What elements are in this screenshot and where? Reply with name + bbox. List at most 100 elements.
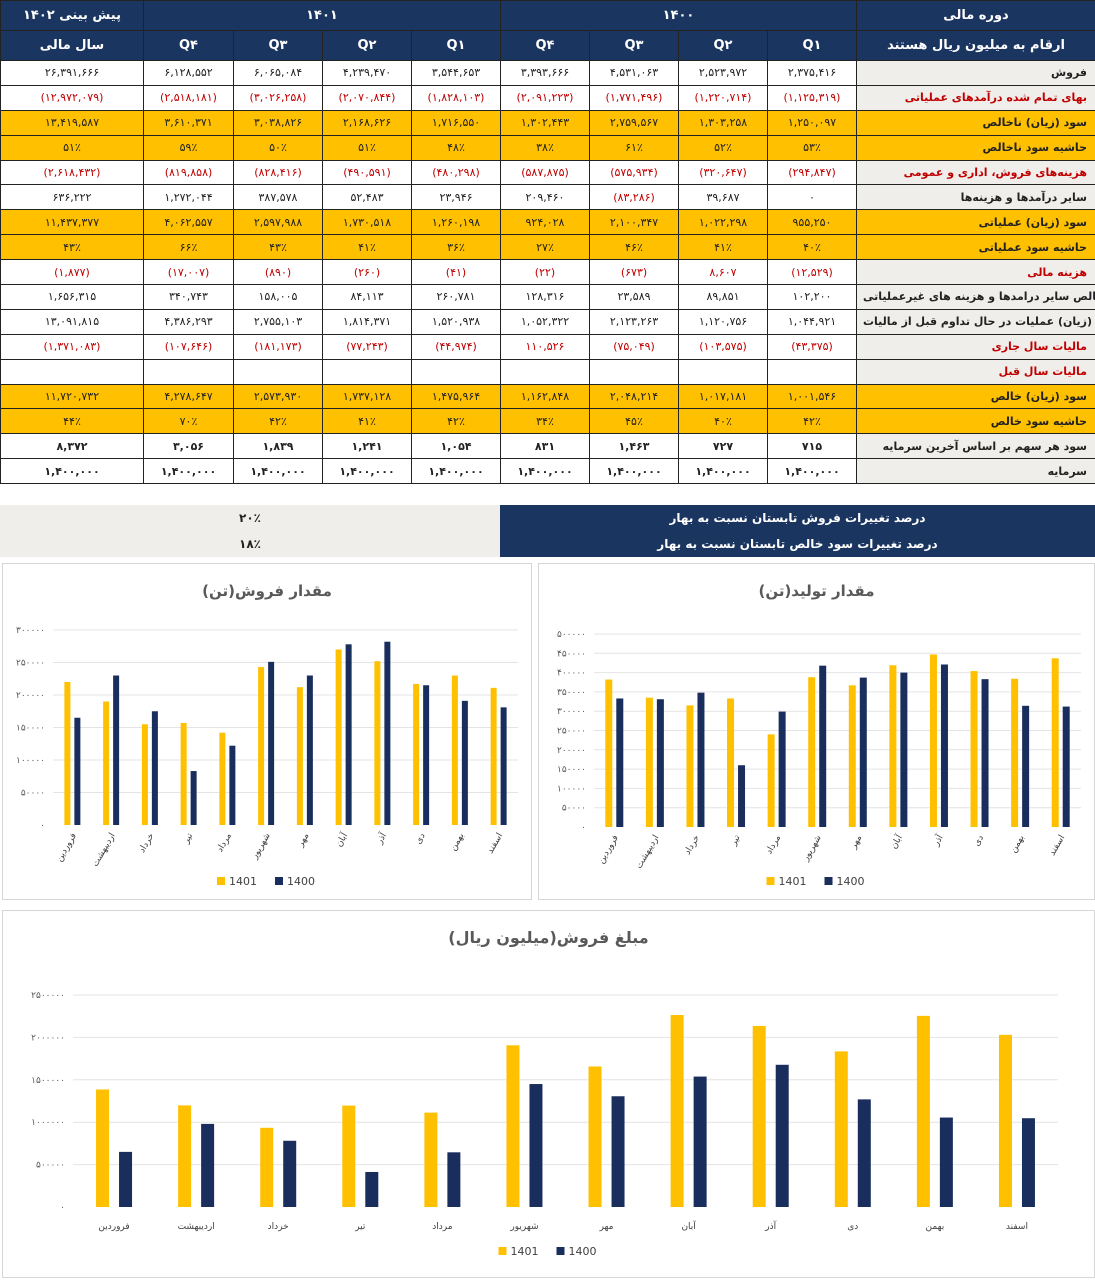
cell-q3-1401: ۳۸۷,۵۷۸ — [233, 184, 323, 211]
bar-1400-10 — [939, 1117, 953, 1207]
cell-q2-1400: ۱,۰۱۷,۱۸۱ — [678, 383, 768, 410]
bar-1401-9 — [413, 683, 420, 825]
row-label: خالص سایر درامدها و هزینه های غیرعملیاتی — [856, 284, 1095, 310]
cell-q3-1401: (۳,۰۲۶,۲۵۸) — [233, 84, 323, 111]
cell-q3-1400: ۲۳,۵۸۹ — [589, 284, 679, 310]
y-tick-label: ۱۵۰۰۰۰ — [557, 765, 586, 775]
bar-1401-9 — [970, 671, 978, 827]
cell-q3-1400: (۱,۷۷۱,۴۹۶) — [589, 84, 679, 111]
cell-q3-1400: ۴۵٪ — [589, 408, 679, 435]
bar-1400-9 — [857, 1099, 871, 1207]
bar-1401-8 — [752, 1025, 766, 1207]
cell-q3-1400: (۵۷۵,۹۳۴) — [589, 159, 679, 186]
y-tick-label: ۵۰۰۰۰ — [562, 804, 586, 814]
legend-label-1401: 1401 — [229, 875, 257, 888]
x-tick-label: بهمن — [926, 1222, 945, 1232]
y-tick-label: ۲۵۰۰۰۰ — [557, 727, 586, 737]
header-group-row: پیش بینی ۱۴۰۲ ۱۴۰۱ ۱۴۰۰ دوره مالی — [0, 0, 1095, 31]
sales-amount-chart-svg: مبلغ فروش(میلیون ریال) ۰ ۵۰۰۰۰۰ ۱۰۰۰۰۰۰ ۱۵۰۰… — [31, 928, 1058, 1258]
bar-1401-7 — [889, 665, 897, 827]
x-tick-label: شهریور — [249, 832, 272, 862]
cell-q1-1400: ۴۲٪ — [767, 408, 857, 435]
table-row: (۱,۸۷۷) (۱۷,۰۰۷) (۸۹۰) (۲۶۰) (۴۱) (۲۲) (۶۷۳) ۸,… — [0, 259, 1095, 286]
y-tick-label: ۱۵۰۰۰۰ — [16, 724, 45, 734]
row-label: سود (زیان) عملیاتی — [856, 209, 1095, 236]
cell-q1-1401: (۴۴,۹۷۴) — [411, 333, 501, 360]
bar-1400-2 — [151, 711, 158, 825]
row-label: حاشیه سود خالص — [856, 408, 1095, 435]
cell-q1-1401: ۱,۲۶۰,۱۹۸ — [411, 209, 501, 236]
cell-q1-1401: ۴۲٪ — [411, 408, 501, 435]
bar-1401-2 — [141, 724, 148, 825]
cell-q3-1401: ۲,۷۵۵,۱۰۳ — [233, 308, 323, 335]
x-tick-label: دی — [972, 834, 986, 849]
sub-header-q2-1400: Q۲ — [678, 30, 768, 61]
cell-q2-1401: ۱,۸۱۴,۳۷۱ — [322, 308, 412, 335]
x-tick-label: خرداد — [268, 1222, 289, 1232]
bar-1401-11 — [490, 687, 497, 825]
sales-amount-chart: مبلغ فروش(میلیون ریال) ۰ ۵۰۰۰۰۰ ۱۰۰۰۰۰۰ ۱۵۰۰… — [2, 910, 1095, 1278]
summary-value-profit-change: ۱۸٪ — [239, 537, 261, 551]
x-tick-label: مهر — [295, 831, 311, 849]
y-tick-label: ۱۵۰۰۰۰۰ — [31, 1076, 65, 1086]
table-row: مالیات سال قبل — [0, 358, 1095, 385]
legend-swatch-1401 — [217, 877, 225, 885]
bar-1400-0 — [74, 717, 81, 825]
x-tick-label: اسفند — [1048, 834, 1068, 858]
cell-q4-1400: ۱,۴۰۰,۰۰۰ — [500, 458, 590, 485]
y-tick-label: ۰ — [581, 823, 586, 833]
bar-1401-5 — [506, 1045, 520, 1207]
cell-q1-1400: ۴۰٪ — [767, 234, 857, 261]
cell-q1-1400: ۱۰۲,۲۰۰ — [767, 284, 857, 310]
cell-q4-1401 — [143, 358, 234, 385]
bar-1401-6 — [848, 685, 856, 827]
x-tick-label: مهر — [599, 1222, 614, 1232]
cell-q2-1400: ۱,۴۰۰,۰۰۰ — [678, 458, 768, 485]
production-quantity-chart: مقدار تولید(تن) ۰ ۵۰۰۰۰ ۱۰۰۰۰۰ ۱۵۰۰۰۰ ۲۰۰۰۰۰ ۲… — [538, 563, 1095, 900]
summary-values: ۲۰٪ ۱۸٪ — [0, 505, 500, 557]
cell-q4-1401: ۱,۴۰۰,۰۰۰ — [143, 458, 234, 485]
sales-quantity-chart: مقدار فروش(تن) ۰ ۵۰۰۰۰ ۱۰۰۰۰۰ ۱۵۰۰۰۰ ۲۰۰۰۰۰ ۲۵… — [2, 563, 532, 900]
legend-swatch-1400 — [824, 877, 833, 885]
bar-1401-8 — [374, 661, 381, 825]
bar-1400-9 — [981, 679, 989, 827]
cell-fiscal-year: (۱۲,۹۷۲,۰۷۹) — [0, 84, 144, 111]
cell-fiscal-year: (۱,۸۷۷) — [0, 259, 144, 286]
cell-fiscal-year: ۱,۶۵۶,۳۱۵ — [0, 284, 144, 310]
table-row: ۵۱٪ ۵۹٪ ۵۰٪ ۵۱٪ ۴۸٪ ۳۸٪ ۶۱٪ ۵۲٪ ۵۳٪ حاشیه سود ناخ… — [0, 134, 1095, 161]
x-tick-label: اسفند — [1006, 1222, 1028, 1232]
legend-swatch-1400 — [275, 877, 283, 885]
legend-swatch-1401 — [766, 877, 775, 885]
bar-1401-4 — [219, 732, 226, 825]
cell-q4-1401: ۷۰٪ — [143, 408, 234, 435]
cell-q2-1400: (۳۲۰,۶۴۷) — [678, 159, 768, 186]
cell-q3-1400: (۸۳,۲۸۶) — [589, 184, 679, 211]
y-tick-label: ۱۰۰۰۰۰ — [557, 784, 586, 794]
x-tick-label: اردیبهشت — [91, 832, 118, 869]
chart-title: مبلغ فروش(میلیون ریال) — [448, 928, 648, 947]
bar-1400-10 — [461, 700, 468, 825]
cell-q3-1400: ۱,۴۶۳ — [589, 433, 679, 460]
cell-q3-1401: (۸۲۸,۴۱۶) — [233, 159, 323, 186]
bar-1400-1 — [201, 1123, 215, 1207]
table-row: (۱,۳۷۱,۰۸۳) (۱۰۷,۶۴۶) (۱۸۱,۱۷۳) (۷۷,۲۴۳) (۴۴… — [0, 333, 1095, 360]
cell-q1-1400: ۵۳٪ — [767, 134, 857, 161]
x-tick-label: اسفند — [486, 832, 506, 856]
cell-q1-1401: ۴۸٪ — [411, 134, 501, 161]
bar-1401-0 — [605, 679, 613, 827]
cell-q2-1401: ۸۴,۱۱۳ — [322, 284, 412, 310]
sub-header-q3-1400: Q۳ — [589, 30, 679, 61]
year-1400-header: ۱۴۰۰ — [500, 0, 857, 31]
x-tick-label: بهمن — [448, 832, 466, 853]
sub-header-q2-1401: Q۲ — [322, 30, 412, 61]
cell-q1-1401: ۱,۴۷۵,۹۶۴ — [411, 383, 501, 410]
cell-q3-1400: (۶۷۳) — [589, 259, 679, 286]
cell-q2-1401: (۲,۰۷۰,۸۴۴) — [322, 84, 412, 111]
cell-q3-1400: ۴۶٪ — [589, 234, 679, 261]
row-label: سرمایه — [856, 458, 1095, 485]
cell-q2-1401: ۵۱٪ — [322, 134, 412, 161]
sub-header-q1-1400: Q۱ — [767, 30, 857, 61]
cell-q2-1401: (۷۷,۲۴۳) — [322, 333, 412, 360]
x-tick-label: آذر — [764, 1220, 776, 1232]
cell-q2-1400: ۱,۳۰۳,۲۵۸ — [678, 109, 768, 136]
